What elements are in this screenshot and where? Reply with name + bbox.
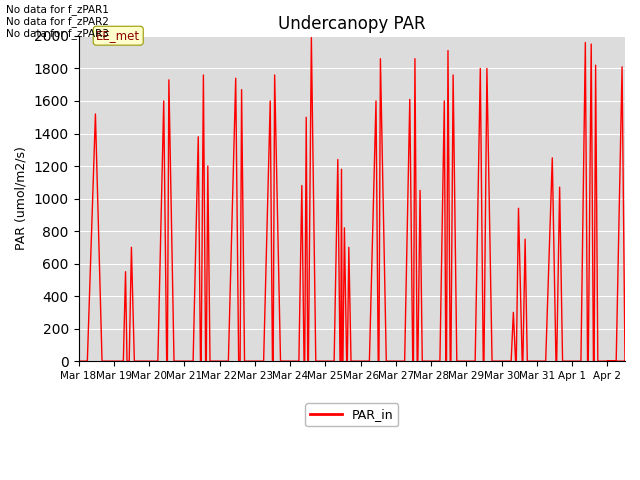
Y-axis label: PAR (umol/m2/s): PAR (umol/m2/s) bbox=[15, 146, 28, 251]
Text: No data for f_zPAR1: No data for f_zPAR1 bbox=[6, 4, 109, 15]
Text: No data for f_zPAR2: No data for f_zPAR2 bbox=[6, 16, 109, 27]
Legend: PAR_in: PAR_in bbox=[305, 403, 398, 426]
Title: Undercanopy PAR: Undercanopy PAR bbox=[278, 15, 426, 33]
Text: No data for f_zPAR3: No data for f_zPAR3 bbox=[6, 28, 109, 39]
Text: EE_met: EE_met bbox=[96, 29, 140, 42]
